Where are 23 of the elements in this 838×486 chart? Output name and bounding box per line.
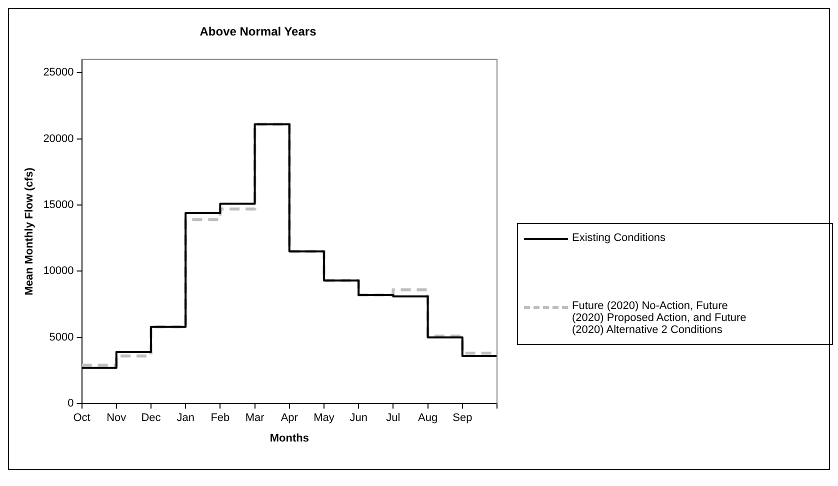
legend-label: Future (2020) No-Action, Future (2020) Proposed Action, and Future (2020) Alternative 2 Conditions [572, 300, 748, 336]
x-tick-label: Apr [280, 412, 298, 424]
x-tick-label: Jul [386, 412, 400, 424]
y-tick-label: 0 [68, 398, 74, 410]
x-tick-label: Aug [418, 412, 438, 424]
y-tick-label: 10000 [43, 265, 74, 278]
x-tick-label: Dec [141, 412, 162, 424]
legend-label: Existing Conditions [572, 232, 666, 244]
x-tick-label: May [314, 412, 335, 424]
y-axis-title: Mean Monthly Flow (cfs) [24, 167, 36, 296]
x-tick-label: Oct [73, 412, 90, 424]
x-tick-label: Jan [176, 412, 194, 424]
x-tick-label: Sep [452, 412, 472, 424]
y-tick-label: 20000 [43, 132, 74, 145]
x-tick-label: Feb [210, 412, 230, 424]
chart-title: Above Normal Years [200, 24, 317, 39]
y-tick-label: 15000 [43, 199, 74, 212]
y-tick-label: 5000 [49, 331, 74, 344]
y-tick-label: 25000 [43, 66, 74, 79]
x-tick-label: Jun [350, 412, 368, 424]
x-tick-label: Nov [106, 412, 127, 424]
x-tick-label: Mar [245, 412, 265, 424]
x-axis-title: Months [270, 432, 309, 444]
